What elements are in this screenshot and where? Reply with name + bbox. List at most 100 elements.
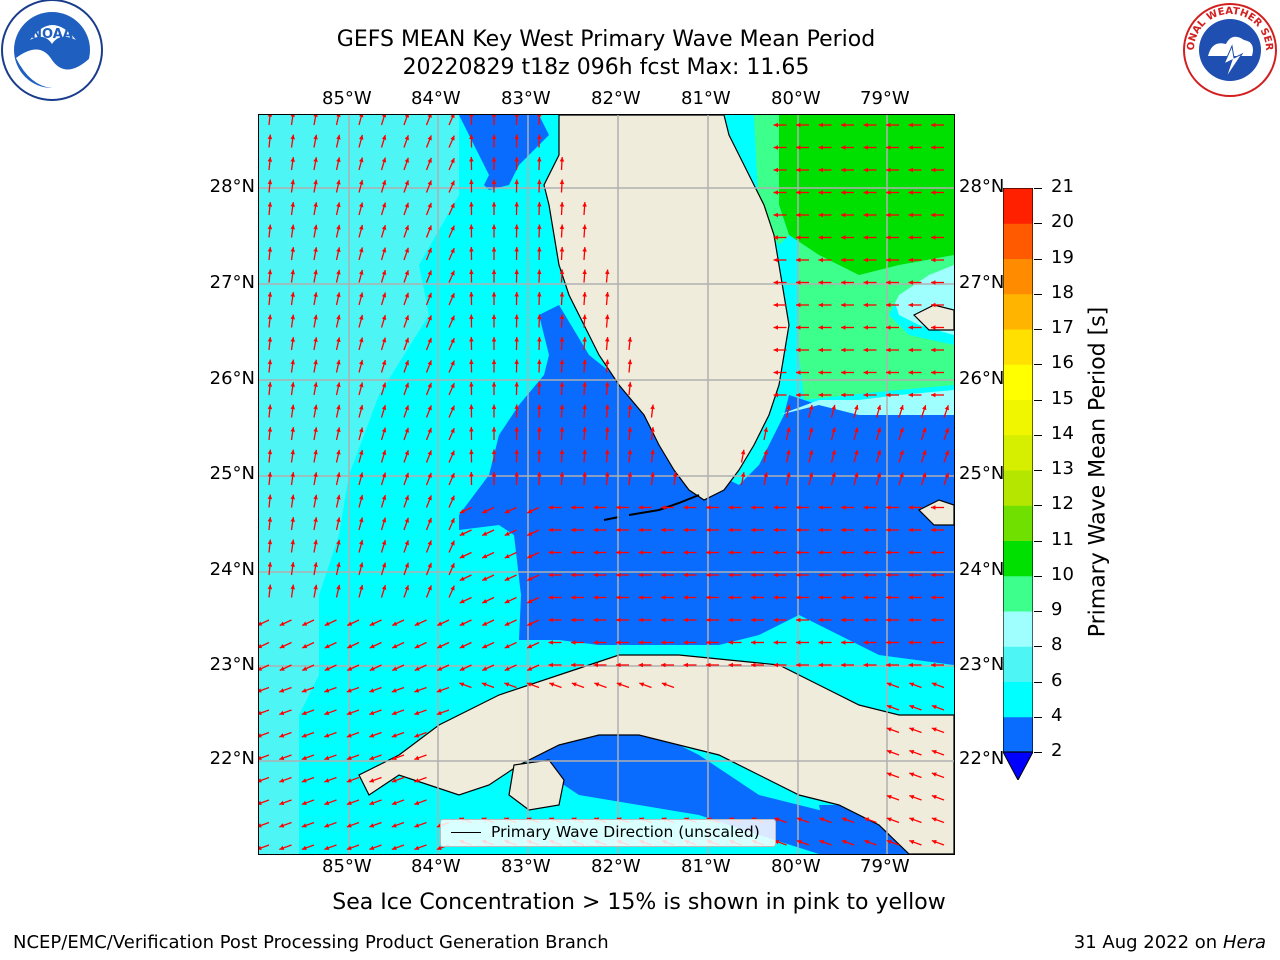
wave-arrow-head xyxy=(582,449,587,455)
wave-arrow-head xyxy=(818,392,823,398)
wave-arrow-head xyxy=(427,450,432,456)
wave-arrow-head xyxy=(537,157,542,162)
wave-arrow-head xyxy=(450,115,455,119)
wave-arrow-head xyxy=(863,527,868,533)
wave-arrow-head xyxy=(359,562,364,568)
wave-arrow-head xyxy=(683,662,688,668)
map-title: GEFS MEAN Key West Primary Wave Mean Per… xyxy=(336,27,876,52)
wave-arrow-head xyxy=(267,382,273,387)
wave-arrow-head xyxy=(909,772,915,777)
wave-arrow-head xyxy=(482,509,488,514)
wave-arrow-head xyxy=(616,617,621,623)
wave-arrow-head xyxy=(818,212,823,218)
colorbar-tick-label: 14 xyxy=(1051,422,1074,444)
wave-arrow-head xyxy=(336,269,341,275)
wave-arrow-head xyxy=(627,359,633,365)
wave-arrow-head xyxy=(404,292,409,298)
wave-arrow-head xyxy=(831,472,836,478)
wave-arrow-head xyxy=(909,704,915,710)
wave-arrow-head xyxy=(786,472,791,478)
wave-arrow-head xyxy=(559,449,565,455)
wave-arrow-head xyxy=(638,527,643,533)
wave-arrow-head xyxy=(527,644,533,649)
contour-10-11-atlantic xyxy=(779,115,954,275)
wave-arrow-head xyxy=(301,778,307,783)
colorbar-tick-mark xyxy=(1034,646,1042,648)
wave-arrow-head xyxy=(728,662,733,668)
wave-arrow-head xyxy=(459,682,465,687)
colorbar-tick-label: 20 xyxy=(1051,211,1074,233)
wave-arrow-head xyxy=(369,644,375,649)
wave-arrow-head xyxy=(404,202,409,208)
wave-arrow-head xyxy=(841,817,847,822)
wave-arrow-head xyxy=(944,472,950,478)
wave-arrow-head xyxy=(414,666,420,671)
wave-arrow-head xyxy=(259,710,262,716)
wave-arrow-head xyxy=(706,595,711,600)
wave-arrow-head xyxy=(450,450,455,456)
wave-arrow-head xyxy=(290,382,295,387)
wave-arrow-head xyxy=(854,449,859,455)
wave-arrow-head xyxy=(854,472,859,478)
wave-arrow-head xyxy=(514,314,519,320)
wave-arrow-head xyxy=(773,145,778,150)
wave-arrow-head xyxy=(864,817,870,822)
contour-6-8-west xyxy=(259,115,459,854)
wave-arrow-head xyxy=(931,817,937,822)
wave-arrow-head xyxy=(404,180,409,186)
wave-arrow-head xyxy=(504,666,510,671)
wave-arrow-head xyxy=(899,427,904,433)
wave-arrow-head xyxy=(796,527,801,533)
wave-arrow-head xyxy=(313,382,318,388)
wave-arrow-head xyxy=(818,325,823,330)
wave-arrow-head xyxy=(336,224,341,230)
map-canvas xyxy=(259,115,954,854)
wave-arrow-head xyxy=(514,179,519,185)
wave-arrow-head xyxy=(796,190,801,195)
colorbar-tick-mark xyxy=(1034,258,1042,260)
wave-arrow xyxy=(268,115,271,126)
lon-tick: 81°W xyxy=(681,856,731,877)
colorbar-tick-mark xyxy=(1034,188,1042,189)
wave-arrow-head xyxy=(414,644,420,649)
wave-arrow-head xyxy=(909,794,915,800)
wave-arrow-head xyxy=(571,527,576,533)
wave-arrow-head xyxy=(559,202,565,207)
wave-arrow-head xyxy=(841,572,846,578)
wave-arrow-head xyxy=(404,517,409,523)
wave-arrow-head xyxy=(786,404,791,410)
wave-arrow-head xyxy=(706,550,711,555)
wave-arrow-head xyxy=(908,550,913,555)
wave-arrow-head xyxy=(482,644,488,649)
wave-arrow-head xyxy=(796,347,801,353)
wave-arrow-head xyxy=(796,572,801,578)
wave-arrow-head xyxy=(359,449,364,455)
wave-arrow-head xyxy=(841,167,846,173)
wave-arrow-head xyxy=(582,314,587,320)
wave-arrow-head xyxy=(683,527,688,533)
wave-arrow-head xyxy=(683,595,688,600)
wave-arrow-head xyxy=(537,269,542,275)
wave-arrow-head xyxy=(302,621,308,626)
wave-arrow-head xyxy=(359,269,364,275)
wave-arrow-head xyxy=(301,823,307,828)
wave-arrow-head xyxy=(290,269,295,275)
wave-arrow-head xyxy=(267,247,273,252)
wave-arrow-head xyxy=(931,572,936,578)
wave-arrow-head xyxy=(313,157,318,163)
wave-arrow-head xyxy=(450,293,455,299)
wave-arrow-head xyxy=(650,449,655,455)
wave-arrow-head xyxy=(751,617,756,623)
lat-tick: 23°N xyxy=(959,654,1005,675)
wave-arrow-head xyxy=(450,158,455,164)
wave-arrow-head xyxy=(279,644,285,649)
wave-arrow-head xyxy=(259,688,262,693)
colorbar-tick-label: 9 xyxy=(1051,599,1063,620)
wave-arrow-head xyxy=(279,823,285,828)
lat-tick: 26°N xyxy=(959,368,1005,389)
wave-arrow-head xyxy=(751,572,756,578)
wave-arrow-head xyxy=(381,135,387,141)
colorbar-tick-mark xyxy=(1034,752,1042,753)
wave-arrow-head xyxy=(841,392,846,398)
wave-arrow-head xyxy=(267,562,273,567)
